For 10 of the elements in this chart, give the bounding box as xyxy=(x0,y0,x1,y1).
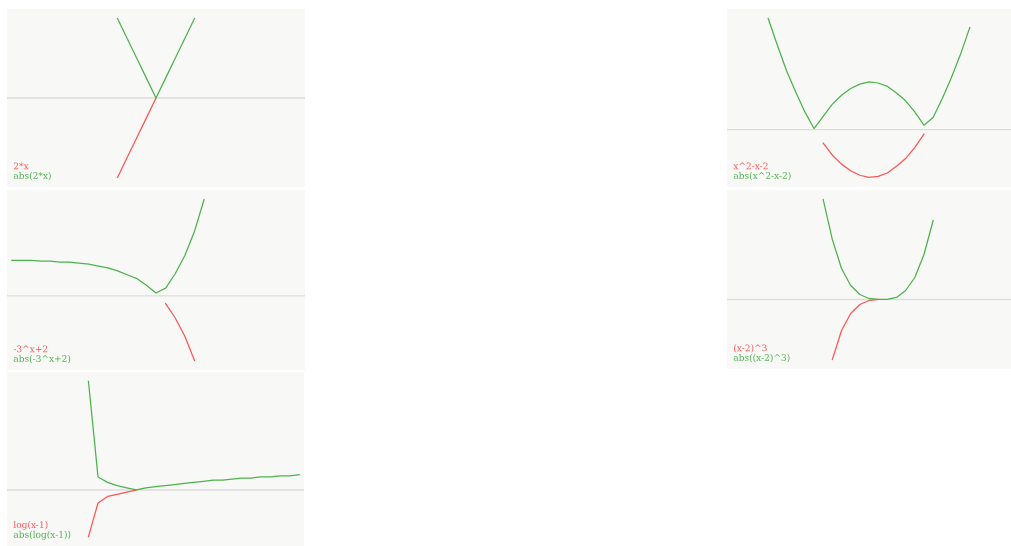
text: abs(x^2-x-2) xyxy=(733,171,791,181)
text: log(x-1) xyxy=(13,521,48,530)
text: (x-2)^3 xyxy=(734,344,767,353)
text: abs(2*x) xyxy=(13,171,51,181)
text: x^2-x-2 xyxy=(733,162,768,170)
text: abs((x-2)^3) xyxy=(733,353,790,363)
text: 2*x xyxy=(13,162,29,170)
text: -3^x+2 xyxy=(13,345,48,353)
text: abs(log(x-1)) xyxy=(13,530,71,540)
text: abs(-3^x+2) xyxy=(13,354,71,364)
